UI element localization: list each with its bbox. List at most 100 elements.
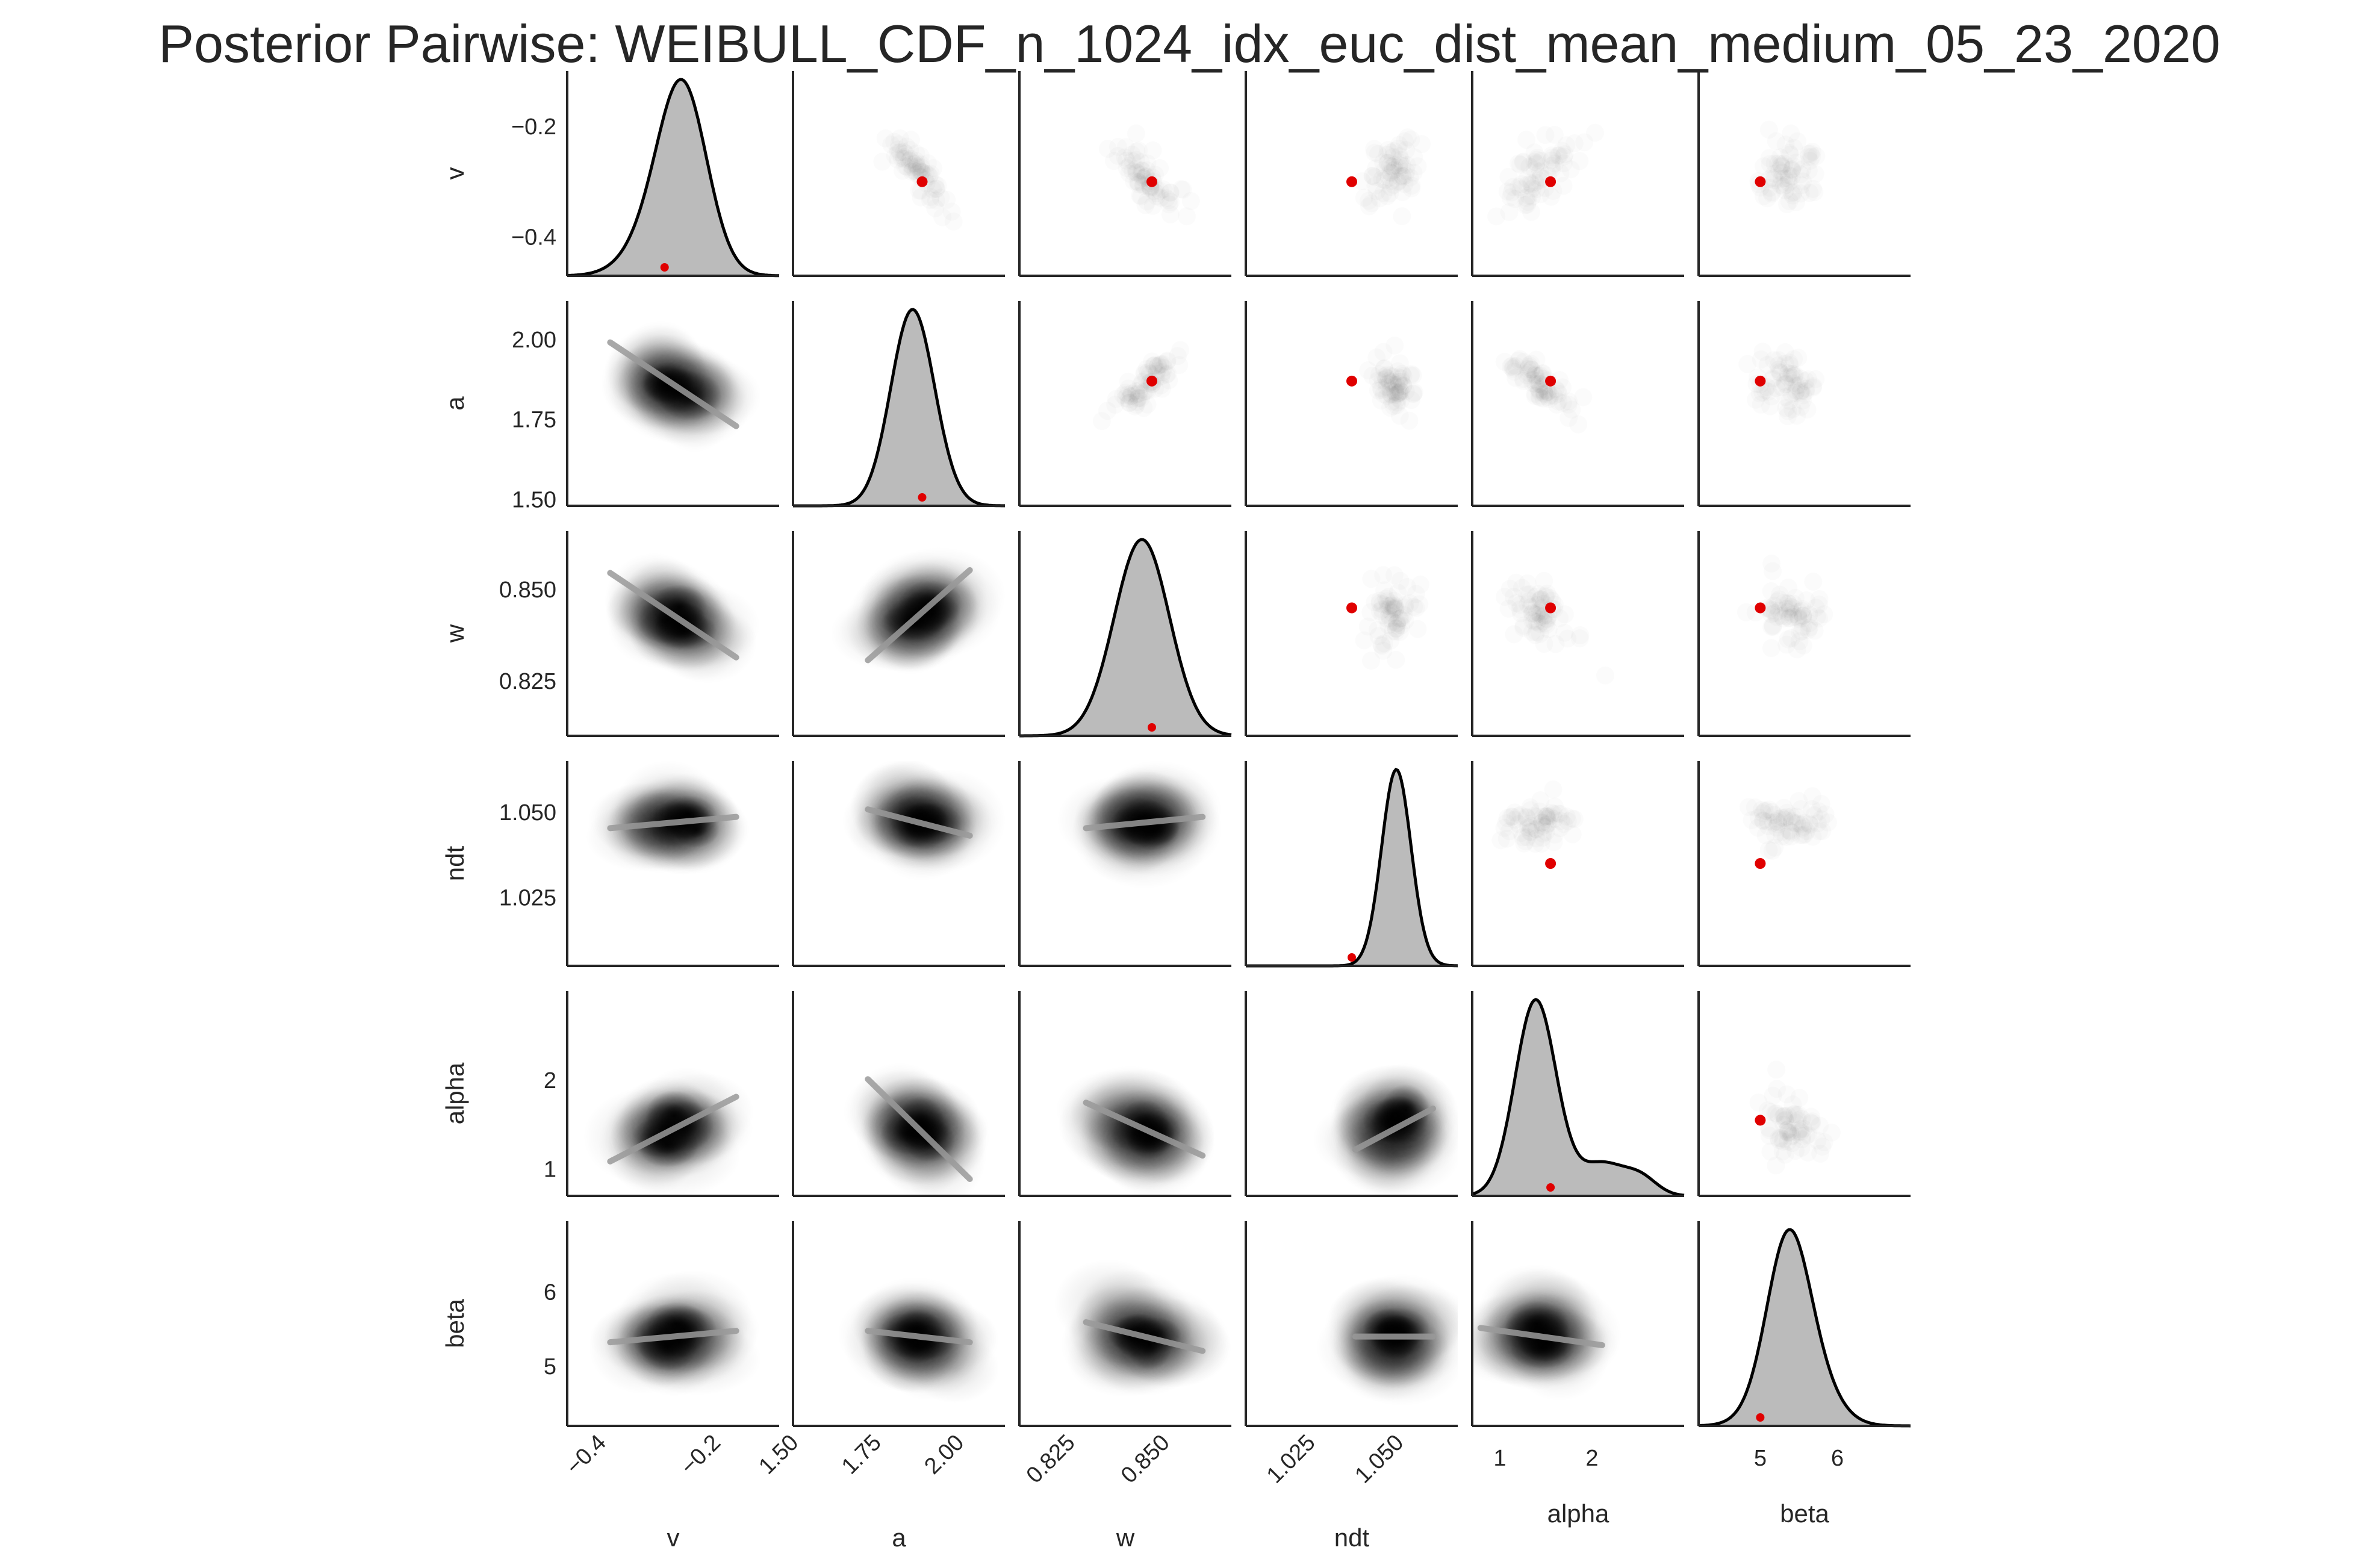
kde2d-ndt-vs-alpha: [1312, 1062, 1458, 1196]
posterior-sample: [1522, 174, 1540, 192]
posterior-sample: [1762, 639, 1780, 657]
kde-fill-v: [567, 79, 779, 276]
true-value-point: [1545, 375, 1556, 387]
regression-line: [1083, 814, 1206, 832]
regression-line: [1083, 1319, 1206, 1354]
kde2d-a-vs-beta: [837, 1277, 1000, 1404]
true-value-point: [1545, 602, 1556, 614]
true-value-point: [1755, 176, 1766, 187]
true-value-point-ndt: [1348, 953, 1356, 962]
true-value-point: [1755, 858, 1766, 869]
kde-line-beta: [1698, 1228, 1911, 1428]
kde-line-v: [567, 78, 780, 278]
regression-line: [1352, 1105, 1436, 1153]
true-value-point-alpha: [1546, 1183, 1555, 1192]
kde2d-v-vs-alpha: [583, 1066, 754, 1196]
scatter-a-vs-v: [891, 143, 928, 187]
regression-line: [865, 806, 973, 839]
posterior-sample: [1535, 572, 1553, 590]
scatter-w-vs-a: [1146, 347, 1187, 387]
y-tick-label-v: −0.4: [511, 225, 556, 250]
true-value-point: [1545, 858, 1556, 869]
true-value-point: [1146, 176, 1157, 187]
posterior-sample: [1407, 585, 1425, 603]
y-axis-label-a: a: [441, 396, 469, 411]
figure-title: Posterior Pairwise: WEIBULL_CDF_n_1024_i…: [158, 14, 2221, 73]
posterior-sample: [891, 143, 909, 161]
kde2d-w-vs-beta: [1054, 1259, 1231, 1398]
posterior-sample: [1804, 573, 1822, 591]
kde2d-ndt-vs-beta: [1316, 1273, 1458, 1406]
posterior-sample: [1144, 142, 1162, 160]
x-tick-label-a: 1.50: [754, 1430, 803, 1479]
posterior-sample: [1751, 384, 1769, 402]
kde2d-v-vs-ndt: [585, 761, 750, 876]
scatter-ndt-vs-a: [1346, 375, 1393, 403]
posterior-sample: [1757, 801, 1775, 820]
posterior-sample: [1374, 566, 1392, 584]
y-tick-label-a: 1.50: [512, 487, 556, 512]
regression-line: [865, 567, 973, 664]
kde2d-alpha-vs-beta: [1472, 1264, 1622, 1401]
posterior-sample: [1562, 160, 1580, 178]
true-value-point: [1146, 375, 1157, 387]
posterior-sample: [1767, 1060, 1785, 1078]
x-tick-label-v: −0.4: [561, 1430, 611, 1480]
posterior-sample: [1793, 602, 1811, 620]
true-value-point: [1346, 176, 1357, 187]
true-value-point: [916, 176, 928, 187]
posterior-sample: [1375, 385, 1393, 403]
true-value-point-v: [660, 263, 669, 272]
y-axis-label-ndt: ndt: [441, 845, 469, 881]
density-core: [890, 803, 938, 848]
x-tick-label-v: −0.2: [676, 1430, 726, 1480]
true-value-point: [1755, 375, 1766, 387]
posterior-sample: [1802, 1108, 1820, 1126]
scatter-beta-vs-w: [1755, 573, 1822, 657]
posterior-sample: [1182, 192, 1200, 210]
posterior-sample: [1755, 187, 1773, 205]
kde-line-w: [1019, 538, 1232, 738]
posterior-sample: [1169, 347, 1187, 365]
posterior-sample: [1528, 623, 1546, 641]
posterior-sample: [1760, 120, 1778, 138]
posterior-sample: [1378, 187, 1396, 205]
true-value-point: [1346, 602, 1357, 614]
x-axis-label-beta: beta: [1780, 1499, 1829, 1528]
scatter-w-vs-v: [1121, 142, 1200, 210]
scatter-beta-vs-v: [1755, 120, 1778, 205]
posterior-sample: [1551, 805, 1569, 823]
posterior-sample: [1130, 175, 1148, 193]
posterior-sample: [1799, 400, 1817, 418]
x-axis-label-a: a: [892, 1523, 906, 1552]
posterior-sample: [1752, 350, 1770, 369]
posterior-sample: [1506, 190, 1524, 208]
y-tick-label-w: 0.825: [499, 669, 556, 694]
true-value-point-a: [918, 493, 927, 502]
density-core: [1126, 1319, 1172, 1370]
posterior-sample: [1796, 814, 1814, 832]
posterior-sample: [1560, 409, 1578, 427]
posterior-sample: [1546, 126, 1564, 144]
x-tick-label-w: 0.850: [1116, 1430, 1175, 1489]
posterior-sample: [1396, 612, 1414, 630]
posterior-sample: [1121, 157, 1139, 175]
regression-line: [607, 339, 739, 429]
regression-line: [865, 1328, 973, 1346]
posterior-sample: [1355, 188, 1373, 207]
posterior-sample: [1500, 822, 1519, 840]
kde-fill-a: [793, 310, 1005, 506]
scatter-alpha-vs-v: [1506, 123, 1604, 208]
kde-line-ndt: [1246, 768, 1458, 968]
posterior-sample: [1774, 1130, 1793, 1148]
posterior-sample: [1398, 163, 1416, 181]
scatter-alpha-vs-a: [1545, 375, 1578, 427]
kde2d-w-vs-alpha: [1056, 1065, 1216, 1196]
scatter-ndt-vs-w: [1346, 566, 1425, 630]
upper-triangle: [891, 120, 1822, 1148]
diagonal: [567, 78, 1911, 1428]
posterior-sample: [1586, 123, 1604, 142]
true-value-point: [1755, 602, 1766, 614]
y-axis-label-v: v: [441, 167, 469, 180]
x-tick-label-beta: 5: [1754, 1446, 1767, 1471]
